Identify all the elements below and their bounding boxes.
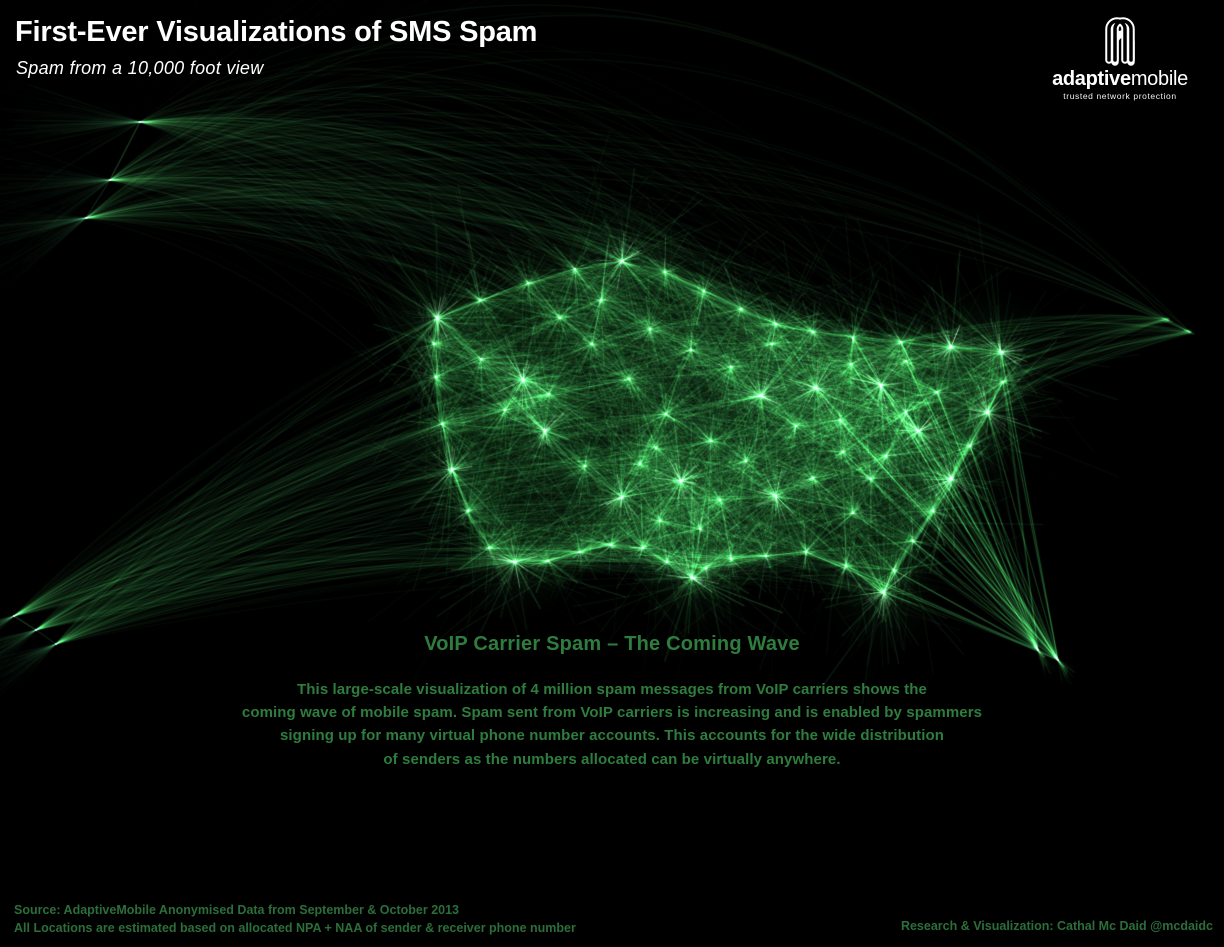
page-subtitle: Spam from a 10,000 foot view [16,58,264,78]
page-title: First-Ever Visualizations of SMS Spam [15,16,538,48]
caption-block: VoIP Carrier Spam – The Coming Wave This… [0,633,1224,771]
credit-note: Research & Visualization: Cathal Mc Daid… [900,919,1213,933]
source-line-2: All Locations are estimated based on all… [14,921,576,936]
logo-wordmark: adaptivemobile [1052,68,1188,90]
logo-tagline: trusted network protection [1063,91,1177,101]
adaptivemobile-logo-icon [1105,17,1135,66]
source-line-1: Source: AdaptiveMobile Anonymised Data f… [14,903,460,917]
caption-heading: VoIP Carrier Spam – The Coming Wave [424,633,800,655]
caption-body: This large-scale visualization of 4 mill… [241,681,983,768]
adaptivemobile-logo: adaptivemobile trusted network protectio… [1040,12,1200,101]
source-note: Source: AdaptiveMobile Anonymised Data f… [14,901,576,938]
